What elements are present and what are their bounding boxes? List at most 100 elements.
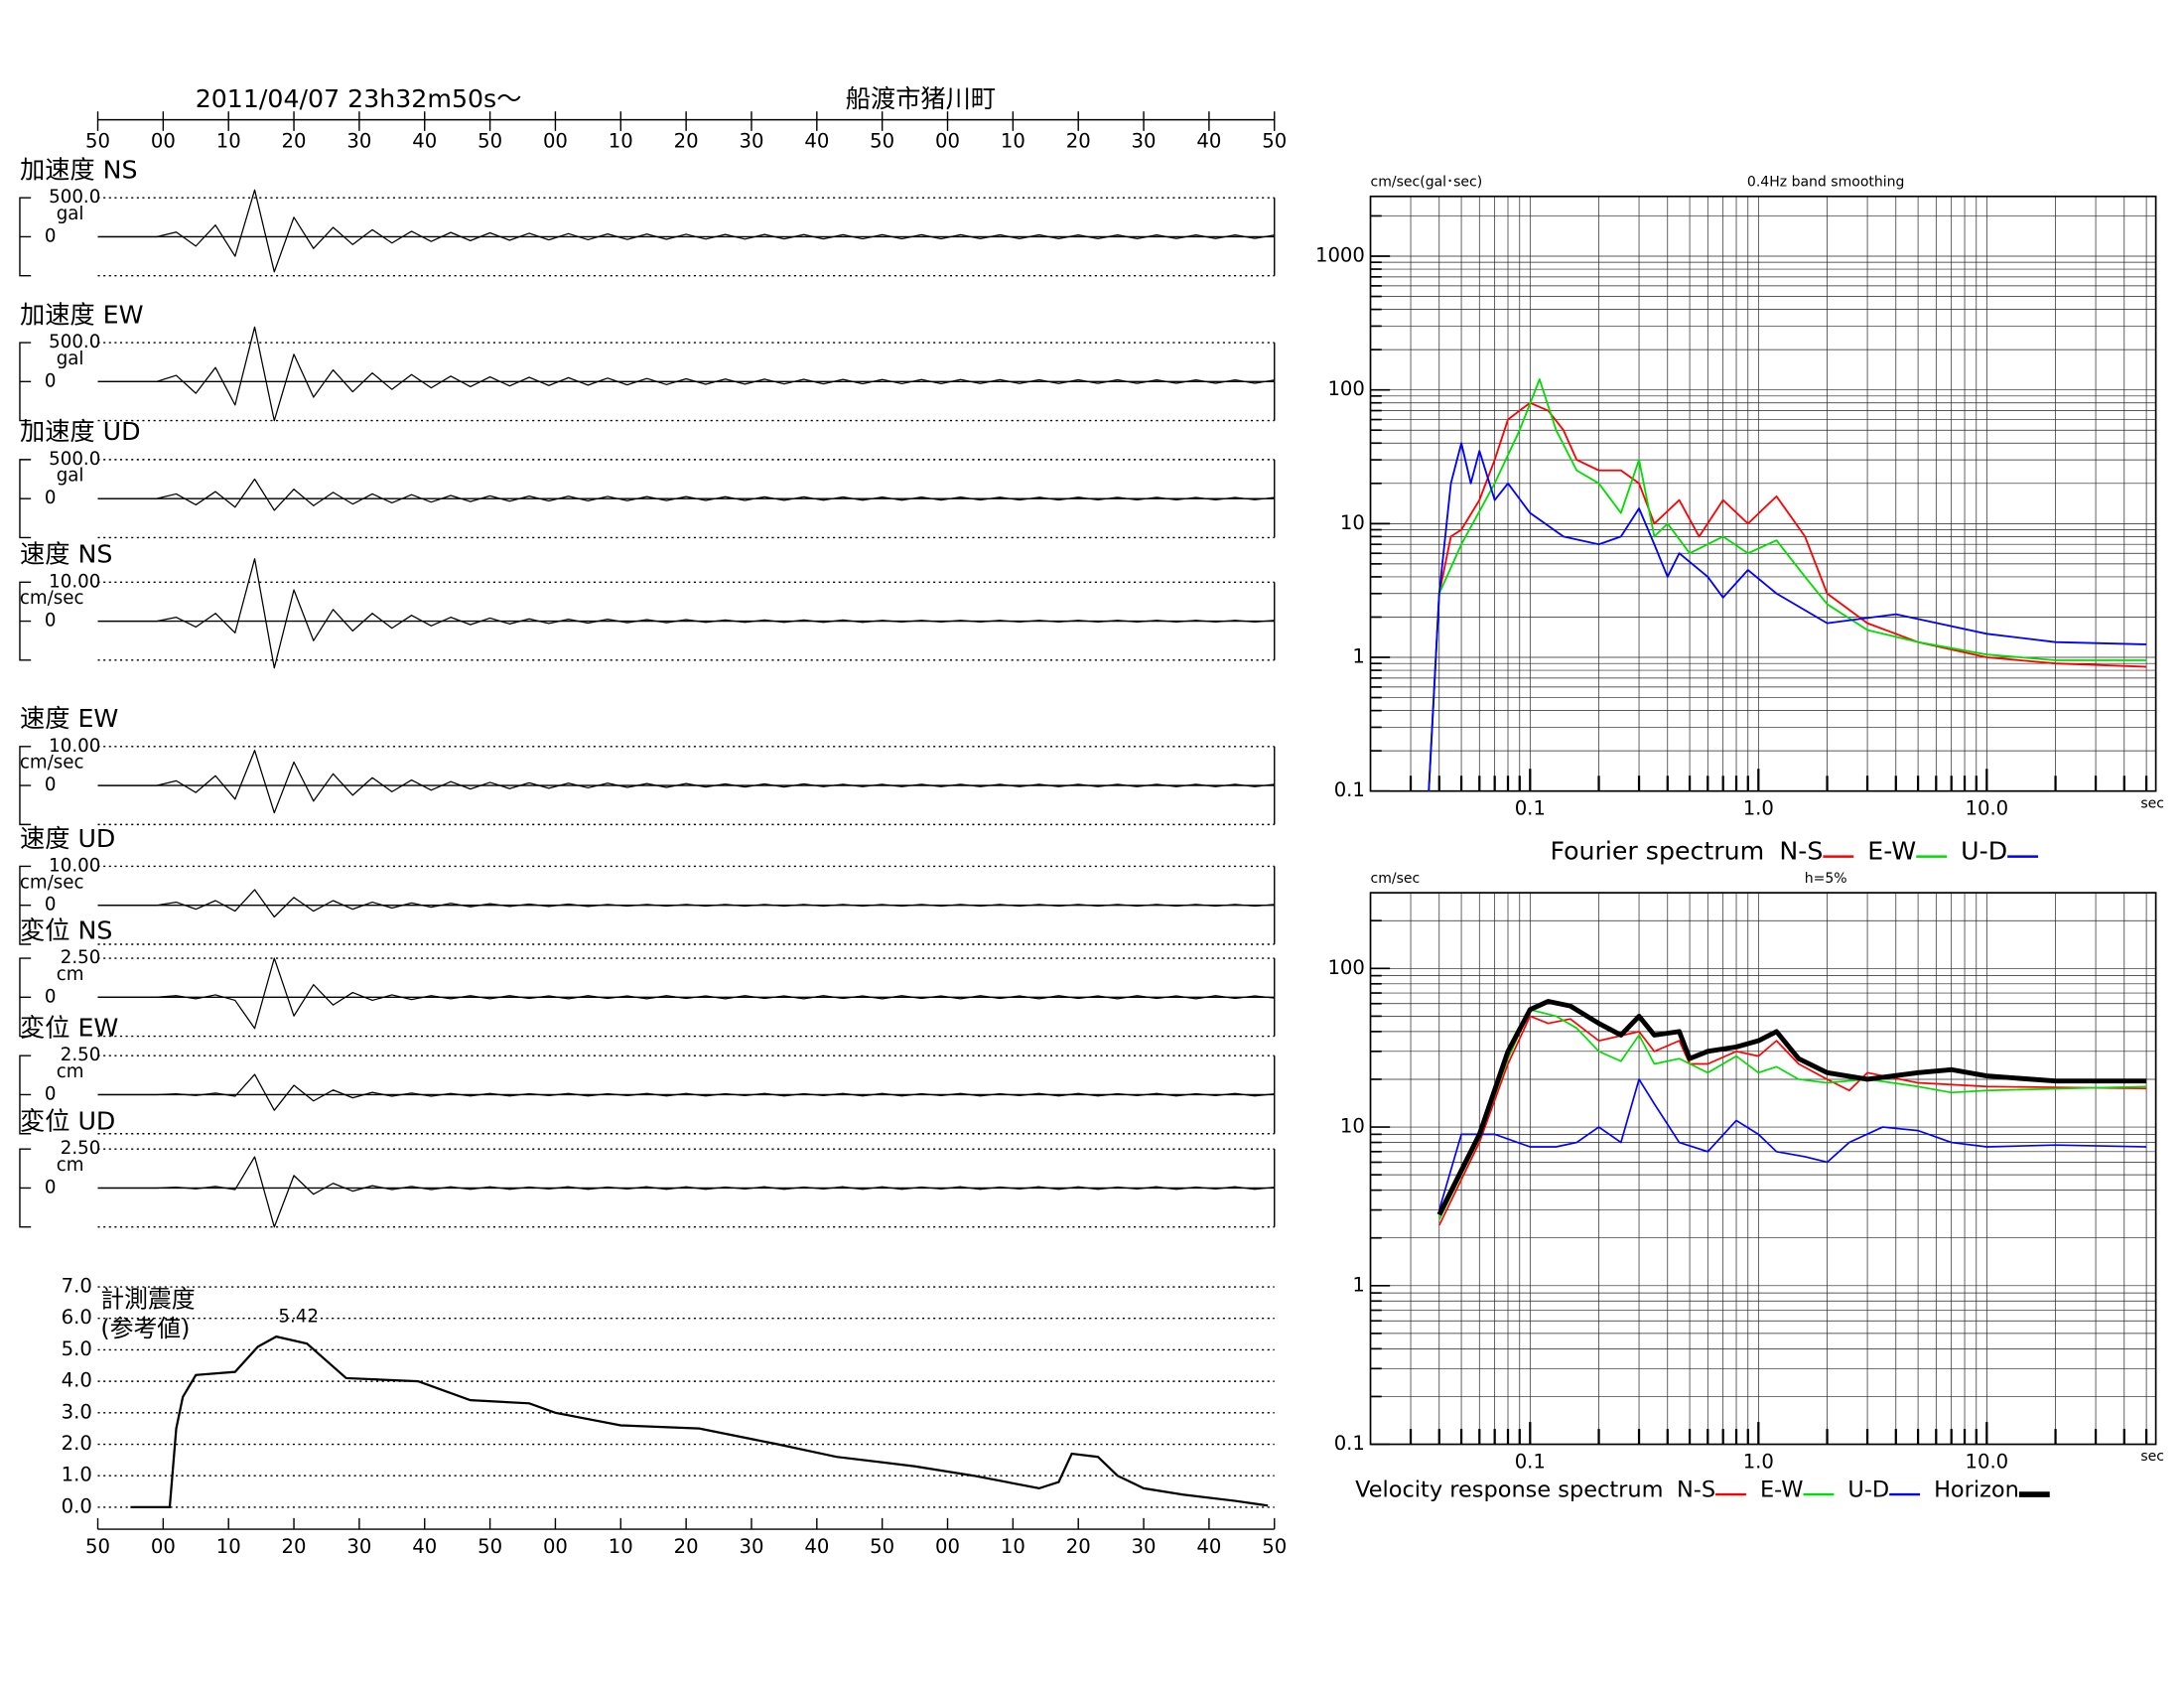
- y-axis-label: cm/sec: [1371, 871, 1421, 887]
- trace-bracket: [19, 581, 32, 661]
- trace-label: 速度 EW: [20, 704, 118, 733]
- trace-unit: gal: [57, 204, 84, 224]
- x-tick-label: 0.1: [1515, 1450, 1546, 1473]
- spectrum-line: [1428, 442, 2147, 791]
- x-tick-label: 1.0: [1743, 1450, 1774, 1473]
- trace-label: 加速度 EW: [20, 300, 144, 329]
- trace-bracket: [19, 1055, 32, 1135]
- y-tick-label: 0.1: [1334, 778, 1365, 801]
- x-tick-label: 50: [870, 1535, 894, 1558]
- x-tick-label: 00: [151, 1535, 176, 1558]
- trace-label: 速度 UD: [20, 824, 115, 853]
- trace-tick-label: 500.0: [49, 187, 100, 208]
- y-axis-label: cm/sec(gal･sec): [1371, 175, 1483, 191]
- plot-frame: [1369, 195, 2157, 792]
- y-tick-label: 1000: [1315, 243, 1365, 266]
- waveform: [97, 189, 1275, 273]
- legend-label: Horizon: [1934, 1477, 2019, 1502]
- peak-label: 5.42: [278, 1306, 319, 1327]
- spectrum-line: [1436, 999, 2147, 1216]
- trace-unit: cm/sec: [20, 588, 84, 609]
- trace-bracket: [19, 865, 32, 945]
- trace-bracket: [19, 746, 32, 826]
- trace-tick-label: 0: [45, 1083, 57, 1104]
- x-tick-label: 40: [1196, 1535, 1221, 1558]
- x-tick-label: 40: [412, 1535, 437, 1558]
- x-tick-label: 50: [1262, 1535, 1287, 1558]
- y-tick-label: 0.0: [62, 1494, 92, 1517]
- x-tick-label: 40: [1196, 130, 1221, 153]
- trace-bracket: [19, 197, 32, 277]
- legend-title: Fourier spectrum: [1550, 836, 1764, 865]
- waveform: [97, 326, 1275, 422]
- x-tick-label: 00: [935, 1535, 960, 1558]
- trace-tick-label: 0: [45, 611, 57, 632]
- x-tick-label: 30: [1132, 130, 1157, 153]
- x-tick-label: 20: [674, 130, 699, 153]
- spectrum-line: [1438, 1008, 2147, 1220]
- station-name: 船渡市猪川町: [846, 84, 996, 113]
- y-tick-label: 3.0: [62, 1400, 92, 1423]
- waveform: [97, 478, 1275, 511]
- x-tick-label: 00: [543, 1535, 568, 1558]
- x-tick-label: 30: [1132, 1535, 1157, 1558]
- x-tick-label: 10: [609, 130, 633, 153]
- x-tick-label: 10: [216, 130, 241, 153]
- trace-tick-label: 0: [45, 488, 57, 508]
- y-tick-label: 100: [1327, 377, 1364, 400]
- waveform: [97, 558, 1275, 669]
- waveform: [97, 1156, 1275, 1228]
- trace-tick-label: 500.0: [49, 332, 100, 352]
- trace-unit: gal: [57, 466, 84, 487]
- x-tick-label: 50: [85, 130, 110, 153]
- x-tick-label: 50: [1262, 130, 1287, 153]
- chart-annotation: h=5%: [1805, 871, 1847, 887]
- trace-bracket: [19, 342, 32, 422]
- trace-tick-label: 0: [45, 1177, 57, 1197]
- trace-tick-label: 500.0: [49, 449, 100, 470]
- trace-tick-label: 2.50: [61, 1138, 101, 1159]
- trace-label: 変位 UD: [20, 1107, 115, 1136]
- x-tick-label: 50: [478, 1535, 502, 1558]
- waveform: [97, 750, 1275, 814]
- x-tick-label: 20: [1066, 1535, 1091, 1558]
- spectrum-line: [1437, 1078, 2147, 1210]
- y-tick-label: 0.1: [1334, 1432, 1365, 1455]
- x-tick-label: 20: [282, 130, 307, 153]
- x-tick-label: 10.0: [1965, 796, 2008, 819]
- trace-tick-label: 0: [45, 225, 57, 246]
- x-tick-label: 00: [151, 130, 176, 153]
- spectrum-line: [1428, 378, 2147, 791]
- trace-bracket: [19, 957, 32, 1038]
- trace-tick-label: 10.00: [49, 855, 100, 876]
- y-tick-label: 100: [1327, 956, 1364, 979]
- trace-tick-label: 2.50: [61, 947, 101, 968]
- x-tick-label: 10: [216, 1535, 241, 1558]
- trace-unit: cm: [57, 1155, 84, 1176]
- legend-title: Velocity response spectrum: [1355, 1477, 1663, 1502]
- trace-unit: cm: [57, 1061, 84, 1082]
- spectrum-line: [1438, 1015, 2147, 1226]
- intensity-line: [130, 1335, 1269, 1509]
- trace-label: 加速度 UD: [20, 417, 141, 446]
- legend-label: N-S: [1677, 1477, 1715, 1502]
- x-tick-label: 00: [543, 130, 568, 153]
- x-tick-label: 30: [346, 130, 371, 153]
- trace-tick-label: 2.50: [61, 1045, 101, 1065]
- legend-label: U-D: [1961, 836, 2007, 865]
- x-tick-label: 10.0: [1965, 1450, 2008, 1473]
- x-tick-label: 40: [804, 1535, 829, 1558]
- x-tick-label: 10: [609, 1535, 633, 1558]
- x-tick-label: 0.1: [1515, 796, 1546, 819]
- y-tick-label: 10: [1340, 511, 1365, 534]
- x-tick-label: 1.0: [1743, 796, 1774, 819]
- x-tick-label: 50: [870, 130, 894, 153]
- trace-label: 変位 NS: [20, 915, 112, 944]
- x-tick-label: 20: [1066, 130, 1091, 153]
- y-tick-label: 1: [1352, 645, 1364, 668]
- chart-subtitle: (参考値): [100, 1315, 190, 1342]
- y-tick-label: 1: [1352, 1273, 1364, 1296]
- y-tick-label: 7.0: [62, 1275, 92, 1298]
- x-tick-label: 10: [1001, 130, 1025, 153]
